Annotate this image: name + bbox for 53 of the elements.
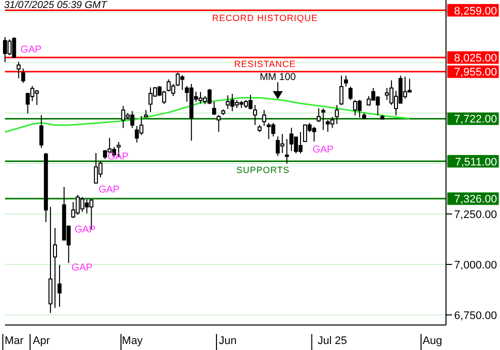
candlestick [130,110,134,128]
y-tick-label: 7,250.00 [454,208,497,221]
ref-line-label: 7,326.00 [454,194,497,206]
candlestick [39,114,44,148]
annotation: GAP [74,224,96,236]
candlestick [284,138,289,164]
candlestick [316,108,321,122]
candlestick [303,124,308,142]
candlestick [344,75,348,88]
x-tick-label: Aug [422,335,442,347]
candlestick [212,101,216,116]
candlestick [262,110,266,126]
x-tick-label: Jun [218,335,237,347]
candlestick [53,227,58,308]
ref-line-label: 7,955.00 [454,66,497,79]
annotation: RECORD HISTORIQUE [212,13,318,23]
candlestick [216,114,221,132]
candlestick [353,99,358,116]
candlestick [321,108,326,130]
annotation: GAP [98,184,120,196]
candlestick [34,90,39,106]
candlestick [166,78,171,92]
candlestick [280,134,284,154]
annotation: GAP [71,262,93,274]
x-tick-label: May [122,335,144,347]
candlestick [348,86,353,101]
ref-line-label: 8,259.00 [454,5,497,18]
candlestick [58,264,62,308]
annotation: SUPPORTS [236,165,290,175]
series-label: MM 100 [260,72,296,84]
x-tick-label: Jul 25 [318,335,348,347]
candlestick [21,68,26,84]
annotation: RESISTANCE [234,59,296,69]
candlestick [16,61,21,79]
x-tick-label: Mar [4,335,24,347]
ref-line-label: 7,722.00 [454,114,497,126]
candlestick [139,116,144,136]
chart-title: 31/07/2025 05:39 GMT [4,0,108,11]
candlestick [334,104,339,124]
candlestick [339,75,344,106]
y-tick-label: 7,000.00 [454,259,497,272]
candlestick [266,122,271,140]
ref-line-label: 7,511.00 [454,156,497,168]
candlestick [253,104,258,126]
candlestick [103,149,108,160]
candlestick [330,116,334,128]
ref-line-label: 8,025.00 [454,52,497,65]
annotation: GAP [20,44,42,56]
candlestick [180,74,184,91]
annotation: GAP [312,144,334,156]
annotation: GAP [107,152,129,162]
x-tick-label: Apr [32,335,50,347]
y-tick-label: 6,750.00 [454,310,497,322]
